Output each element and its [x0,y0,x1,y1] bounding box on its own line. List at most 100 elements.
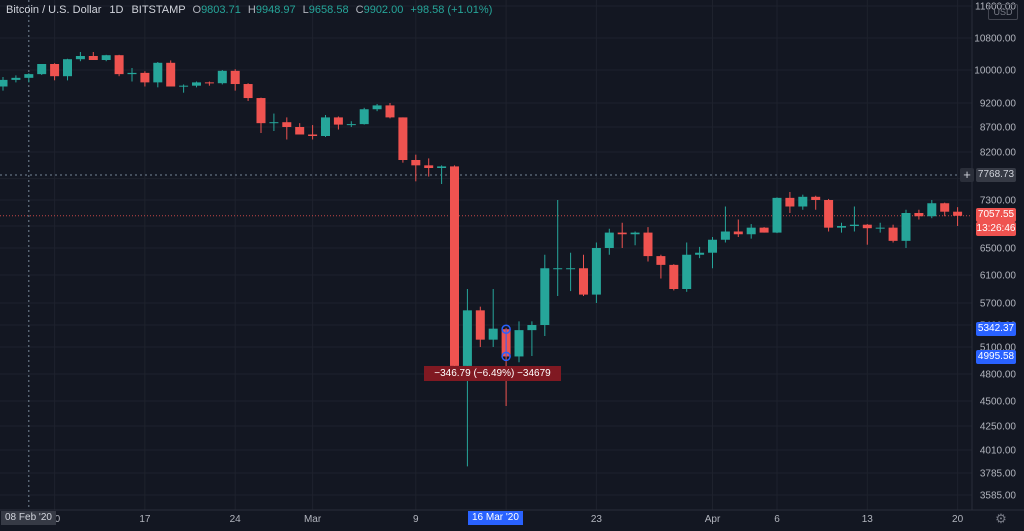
legend-exchange: BITSTAMP [131,4,186,16]
candle-body [11,77,21,80]
price-axis-label: 5700.00 [980,299,1017,310]
legend-symbol[interactable]: Bitcoin / U.S. Dollar [6,4,102,16]
candle-body [656,256,666,265]
candle-body [708,239,717,253]
candle-body [811,196,821,200]
candle-body [243,84,253,99]
last-price-tag: 7057.55 [976,208,1016,222]
selected-date-tag: 16 Mar '20 [468,511,523,525]
candle-body [617,232,627,235]
time-axis-label: 23 [591,514,603,525]
time-axis-label: 17 [139,514,151,525]
candle-body [824,200,834,228]
candle-body [643,232,653,257]
candle-body [321,117,330,136]
candle-body [953,211,963,216]
measure-result-label: −346.79 (−6.49%) −34679 [424,366,561,381]
price-axis-label: 3785.00 [980,469,1017,480]
time-axis-label: Mar [304,514,322,525]
price-axis-label: 4010.00 [980,446,1017,457]
candle-body [914,213,924,217]
price-axis-label: 10800.00 [974,34,1016,45]
candle-body [527,325,537,331]
candle-body [669,264,679,289]
candle-body [540,268,550,325]
legend-low-value: 9658.58 [308,4,349,16]
candle-body [346,124,356,126]
candle-body [50,64,60,77]
candle-body [63,59,72,77]
price-axis-label: 4800.00 [980,370,1017,381]
candle-body [682,254,692,289]
candle-body [462,310,472,366]
candle-body [424,165,434,168]
candle-body [604,232,614,248]
candle-body [849,224,859,226]
candle-body [37,64,47,75]
measure-handle-top [501,324,511,334]
candle-body [733,231,743,235]
candle-body [785,197,795,207]
legend-high-label: H [247,4,256,16]
candle-body [140,72,150,83]
time-axis-label: 24 [230,514,242,525]
candle-body [437,166,447,168]
legend-interval[interactable]: 1D [109,4,124,16]
candle-body [359,109,369,125]
time-axis-label: 9 [413,514,419,525]
time-axis-label: Apr [705,514,721,525]
price-axis-label: 10000.00 [974,66,1016,77]
candle-body [566,268,576,270]
time-axis-label: 6 [774,514,780,525]
measure-low-price-tag: 4995.58 [976,350,1016,364]
candle-body [372,105,382,110]
currency-badge[interactable]: USD [988,4,1018,20]
candle-body [230,70,240,85]
candle-body [759,227,769,233]
candle-body [269,122,279,124]
gear-icon[interactable]: ⚙ [995,511,1007,526]
candle-body [720,231,730,240]
measure-handle-bottom [501,351,511,362]
legend-close-value: 9902.00 [363,4,404,16]
price-axis-label: 8200.00 [980,148,1017,159]
price-axis-label: 4250.00 [980,422,1017,433]
candle-body [475,310,485,340]
candle-body [553,268,563,270]
candle-body [630,232,640,235]
candle-body [333,117,343,125]
price-axis-label: 5100.00 [980,343,1017,354]
price-axis-label: 3585.00 [980,491,1017,502]
price-axis-label: 6500.00 [980,244,1017,255]
candle-body [127,72,137,75]
candle-body [411,160,421,166]
price-axis-label: 6100.00 [980,271,1017,282]
candle-body [192,82,201,86]
candle-body [24,74,34,78]
candle-body [217,70,227,84]
candle-body [927,203,937,217]
candle-body [798,196,808,207]
candle-body [837,226,846,228]
add-price-level-button[interactable]: + [960,168,974,182]
measure-high-price-tag: 5342.37 [976,322,1016,336]
candle-body [166,62,176,87]
candle-body [385,105,395,118]
candle-body [256,98,266,124]
candle-body [101,55,111,60]
crosshair-price-tag: 7768.73 [976,168,1016,182]
candle-body [695,252,705,255]
crosshair-date-tag: 08 Feb '20 [1,511,56,525]
candle-body [862,224,872,229]
candle-body [488,328,498,340]
price-axis-label: 11600.00 [975,2,1016,13]
candle-body [308,134,318,136]
legend-low-label: L [302,4,309,16]
candle-body [282,122,292,127]
legend-close-label: C [355,4,364,16]
candle-body [591,248,601,295]
time-axis-label: 13 [862,514,874,525]
candle-body [514,330,524,357]
